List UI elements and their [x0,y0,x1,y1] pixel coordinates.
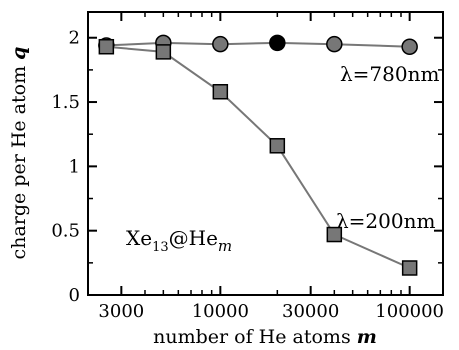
data-point-square [98,38,115,55]
annotation-main: Xe [126,226,152,250]
y-tick-label: 0.5 [51,221,80,242]
x-axis-label-var: m [357,326,377,348]
data-point-square [401,260,418,276]
data-point-square [269,138,286,154]
annotation-sub2: m [218,237,232,255]
x-axis-label-text: number of He atoms [153,326,357,348]
plot-frame [87,11,444,296]
x-tick-label: 3000 [98,301,144,322]
series-layer [98,34,418,276]
system-annotation: Xe13@Hem [126,226,232,255]
data-point-square [212,84,229,100]
series-label-780nm: λ=780nm [340,62,439,86]
series-line-0 [106,41,410,48]
y-axis-label: charge per He atom q [8,47,30,260]
axis-ticks: 0 0.5 1 1.5 2 3000 10000 30000 100000 [51,12,444,322]
annotation-sub1: 13 [152,240,169,255]
data-point-circle [326,35,343,53]
data-point-square [326,226,343,243]
y-tick-label: 1.5 [51,92,80,113]
y-tick-label: 1 [69,156,80,177]
data-point-circle [212,35,229,53]
annotation-mid: @He [169,226,218,250]
x-tick-label: 10000 [192,301,249,322]
series-line-1 [106,45,411,269]
x-tick-label: 30000 [282,301,339,322]
y-axis-label-var: q [8,47,30,60]
y-tick-label: 0 [69,285,80,306]
series-label-200nm: λ=200nm [336,209,435,233]
data-point-circle [401,38,418,55]
y-tick-label: 2 [69,28,80,49]
x-axis-label: number of He atoms m [153,326,377,348]
data-point-circle [269,34,286,52]
x-tick-label: 100000 [375,301,444,322]
y-axis-label-text: charge per He atom [8,60,30,260]
data-point-square [155,44,172,60]
